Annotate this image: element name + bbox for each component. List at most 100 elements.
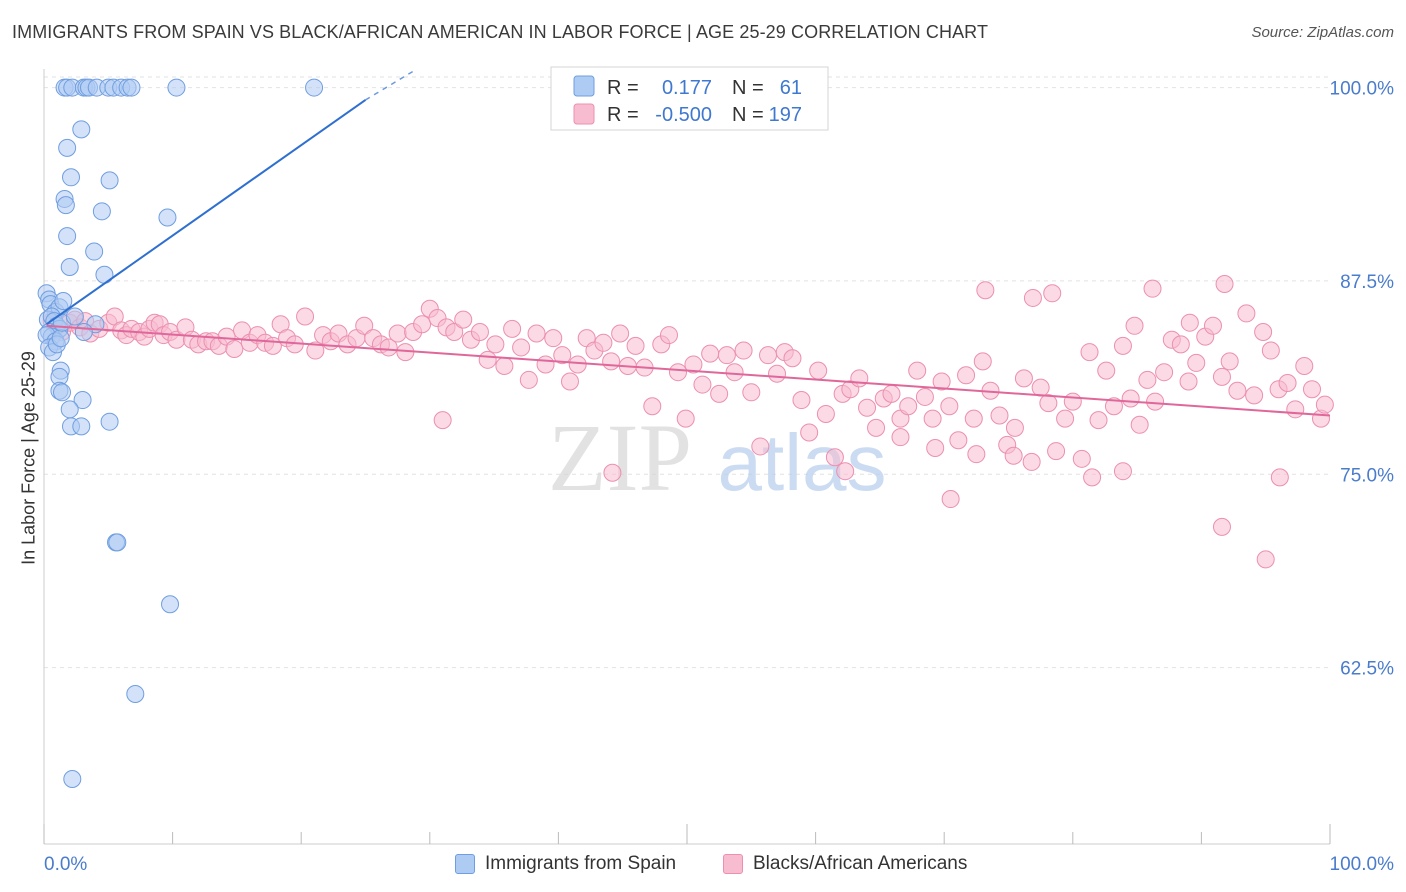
point-spain [122,78,141,97]
point-black [495,357,514,376]
point-spain [108,533,127,552]
x-tick-labels: 0.0% 100.0% [44,854,1394,875]
legend-box: R = 0.177 N = 61 R = -0.500 N = 197 [550,66,829,131]
point-black [519,370,538,389]
point-black [899,397,918,416]
chart-source: Source: ZipAtlas.com [1251,24,1394,41]
point-black [1261,341,1280,360]
point-spain [60,258,79,277]
point-spain [72,417,91,436]
point-black [701,344,720,363]
point-black [1072,449,1091,468]
point-spain [65,307,84,326]
point-black [1104,397,1123,416]
point-black [1155,363,1174,382]
point-black [990,406,1009,425]
point-black [1125,316,1144,335]
point-black [486,335,505,354]
y-tick-label: 75.0% [1340,465,1394,486]
point-black [882,384,901,403]
point-spain [53,383,72,402]
point-black [1031,378,1050,397]
point-black [949,431,968,450]
point-black [809,361,828,380]
point-black [759,346,778,365]
point-black [940,397,959,416]
point-black [1254,322,1273,341]
point-spain [95,265,114,284]
point-black [602,352,621,371]
point-spain [62,168,81,187]
point-black [783,349,802,368]
point-spain [60,400,79,419]
legend-n-label-spain: N = [732,77,764,99]
point-black [825,448,844,467]
point-spain [51,329,70,348]
point-black [296,307,315,326]
point-black [800,423,819,442]
trend-line-spain [45,99,367,326]
point-black [926,438,945,457]
point-black [626,336,645,355]
point-black [941,490,960,509]
point-black [306,341,325,360]
series-immigrants-from-spain [37,78,324,789]
point-black [388,324,407,343]
point-spain [167,78,186,97]
point-spain [54,292,73,311]
point-black [611,324,630,343]
point-black [792,391,811,410]
point-spain [72,120,91,139]
point-black [1180,313,1199,332]
point-black [560,372,579,391]
point-black [684,355,703,374]
point-black [659,326,678,345]
legend-swatch-blue [455,854,475,874]
point-black [470,322,489,341]
axes [43,69,1331,845]
point-black [858,398,877,417]
point-spain [73,391,92,410]
y-tick-labels: 100.0% 87.5% 75.0% 62.5% [1330,79,1395,680]
point-black [1278,374,1297,393]
point-black [976,281,995,300]
legend-n-value-spain: 61 [780,77,802,99]
point-black [433,411,452,430]
point-black [725,363,744,382]
point-black [1004,446,1023,465]
point-black [768,364,787,383]
point-black [503,319,522,338]
series-blacks-african-americans [42,275,1334,569]
point-black [445,322,464,341]
point-black [923,409,942,428]
point-spain [56,196,75,215]
point-black [1228,381,1247,400]
point-black [536,355,555,374]
point-black [836,462,855,481]
point-spain [63,770,82,789]
point-black [742,383,761,402]
point-black [1056,409,1075,428]
point-black [1043,284,1062,303]
point-black [1047,442,1066,461]
point-black [734,341,753,360]
point-black [867,418,886,437]
point-black [1022,452,1041,471]
point-spain [58,138,77,157]
point-black [568,355,587,374]
point-black [1237,304,1256,323]
point-spain [58,227,77,246]
point-black [710,384,729,403]
point-black [1212,367,1231,386]
point-black [1187,353,1206,372]
point-black [527,324,546,343]
point-black [1286,400,1305,419]
point-black [908,361,927,380]
point-black [967,445,986,464]
point-black [668,363,687,382]
point-black [1146,392,1165,411]
y-tick-label: 87.5% [1340,272,1394,293]
point-black [717,346,736,365]
x-tick-label-right: 100.0% [1330,854,1395,875]
